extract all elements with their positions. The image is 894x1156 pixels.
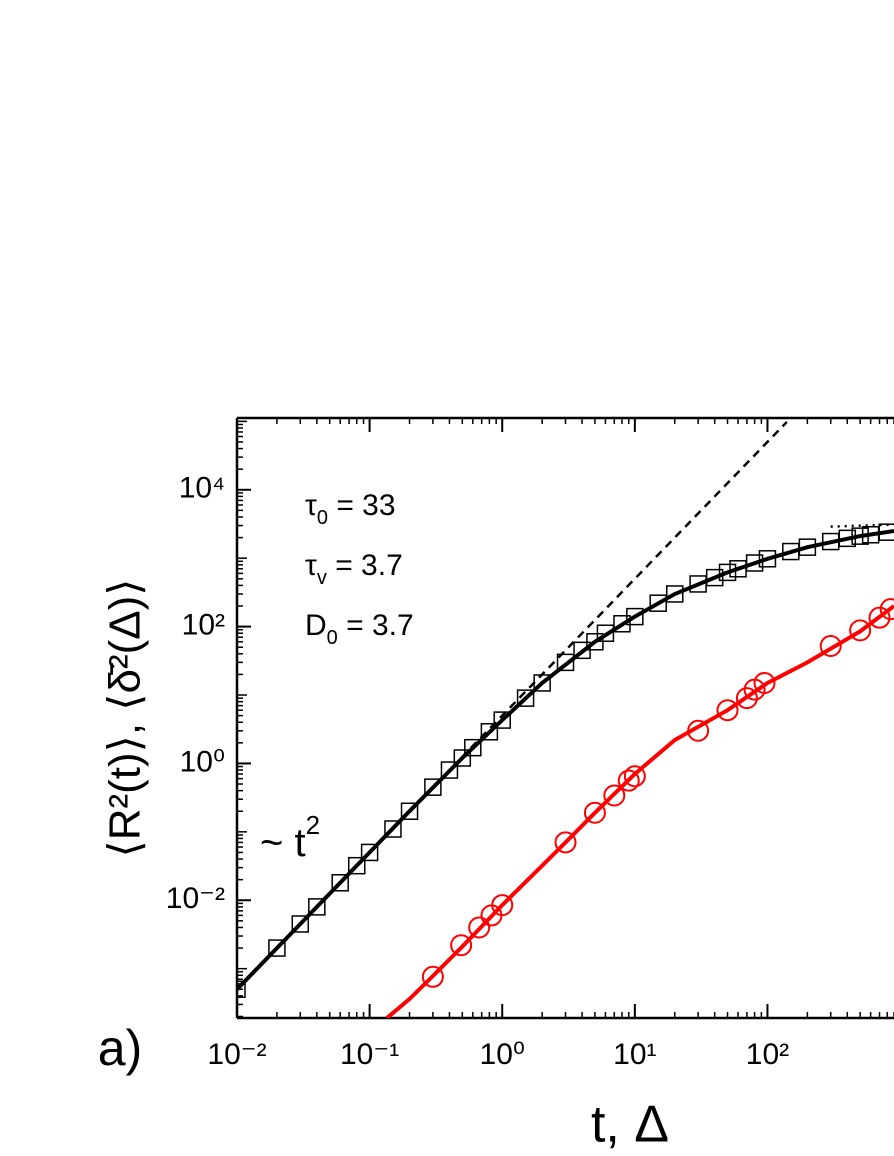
square-marker xyxy=(440,761,459,779)
x-tick-label: 10⁻² xyxy=(207,1038,266,1071)
square-marker xyxy=(758,550,777,568)
circle-marker xyxy=(879,598,894,621)
square-marker xyxy=(453,749,472,767)
square-marker xyxy=(516,689,535,707)
circle-marker xyxy=(554,831,577,854)
circle-marker xyxy=(716,699,739,722)
x-tick-label: 10⁻¹ xyxy=(340,1038,399,1071)
square-marker xyxy=(331,874,349,892)
circle-marker xyxy=(450,934,473,957)
square-marker xyxy=(745,554,764,572)
square-marker xyxy=(798,538,817,556)
x-tick-label: 10¹ xyxy=(613,1038,656,1071)
y-tick-label: 10⁴ xyxy=(179,472,225,505)
square-marker xyxy=(291,915,310,933)
annotation-value: = 3.7 xyxy=(327,549,403,582)
circle-marker xyxy=(868,606,891,629)
x-tick-label: 10⁰ xyxy=(480,1038,525,1071)
circle-marker xyxy=(603,784,626,807)
annotation-subscript: v xyxy=(317,567,327,589)
square-marker xyxy=(878,523,894,541)
circle-marker xyxy=(468,916,491,939)
circle-marker xyxy=(623,765,646,788)
circle-marker xyxy=(735,687,758,710)
square-marker xyxy=(400,802,419,820)
annotation-symbol: D xyxy=(305,609,327,642)
fit-line xyxy=(237,529,894,991)
square-marker xyxy=(237,980,246,999)
square-marker xyxy=(480,723,499,741)
square-marker xyxy=(851,527,869,545)
fit-line xyxy=(385,604,894,1018)
square-marker xyxy=(596,624,615,642)
square-marker xyxy=(493,711,511,729)
fit-line xyxy=(237,421,788,991)
slope-label: ~ t2 xyxy=(260,810,320,865)
square-marker xyxy=(533,674,551,692)
circle-marker xyxy=(421,965,444,988)
square-marker xyxy=(464,738,482,757)
annotation-value: = 3.7 xyxy=(338,609,414,642)
slope-exponent: 2 xyxy=(306,810,320,840)
circle-marker xyxy=(819,635,842,658)
square-marker xyxy=(308,898,326,916)
annotation-symbol: τ xyxy=(305,549,317,582)
circle-marker xyxy=(617,769,640,792)
square-marker xyxy=(348,856,366,875)
square-marker xyxy=(626,607,644,626)
circle-marker xyxy=(583,801,606,824)
annotation-subscript: 0 xyxy=(327,627,338,649)
circle-marker xyxy=(753,671,776,694)
square-marker xyxy=(666,585,684,603)
annotation-symbol: τ xyxy=(305,489,317,522)
plot-area xyxy=(237,421,894,1018)
square-marker xyxy=(838,529,857,548)
square-marker xyxy=(424,778,442,796)
square-marker xyxy=(384,820,402,838)
circle-marker xyxy=(491,894,514,917)
square-marker xyxy=(705,568,724,587)
annotation: τv = 3.7 xyxy=(305,549,403,589)
y-tick-label: 10⁰ xyxy=(180,745,225,778)
annotation: D0 = 3.7 xyxy=(305,609,414,649)
square-marker xyxy=(360,843,379,862)
y-axis-label: ⟨R²(t)⟩, ⟨δ̄²(Δ)⟩ xyxy=(101,579,150,858)
annotation: τ0 = 33 xyxy=(305,489,396,529)
annotation-value: = 33 xyxy=(328,489,396,522)
y-tick-label: 10² xyxy=(182,609,225,642)
annotation-subscript: 0 xyxy=(317,507,328,529)
square-marker xyxy=(556,653,575,672)
square-marker xyxy=(268,939,286,957)
square-marker xyxy=(649,594,667,612)
slope-text: ~ t xyxy=(260,821,306,865)
x-axis-label: t, Δ xyxy=(591,1096,669,1154)
y-tick-label: 10⁻² xyxy=(166,882,225,915)
square-marker xyxy=(718,563,737,582)
panel-label: a) xyxy=(98,1020,142,1076)
circle-marker xyxy=(687,719,710,742)
square-marker xyxy=(613,615,631,633)
x-tick-label: 10² xyxy=(746,1038,789,1071)
circle-marker xyxy=(849,619,872,642)
